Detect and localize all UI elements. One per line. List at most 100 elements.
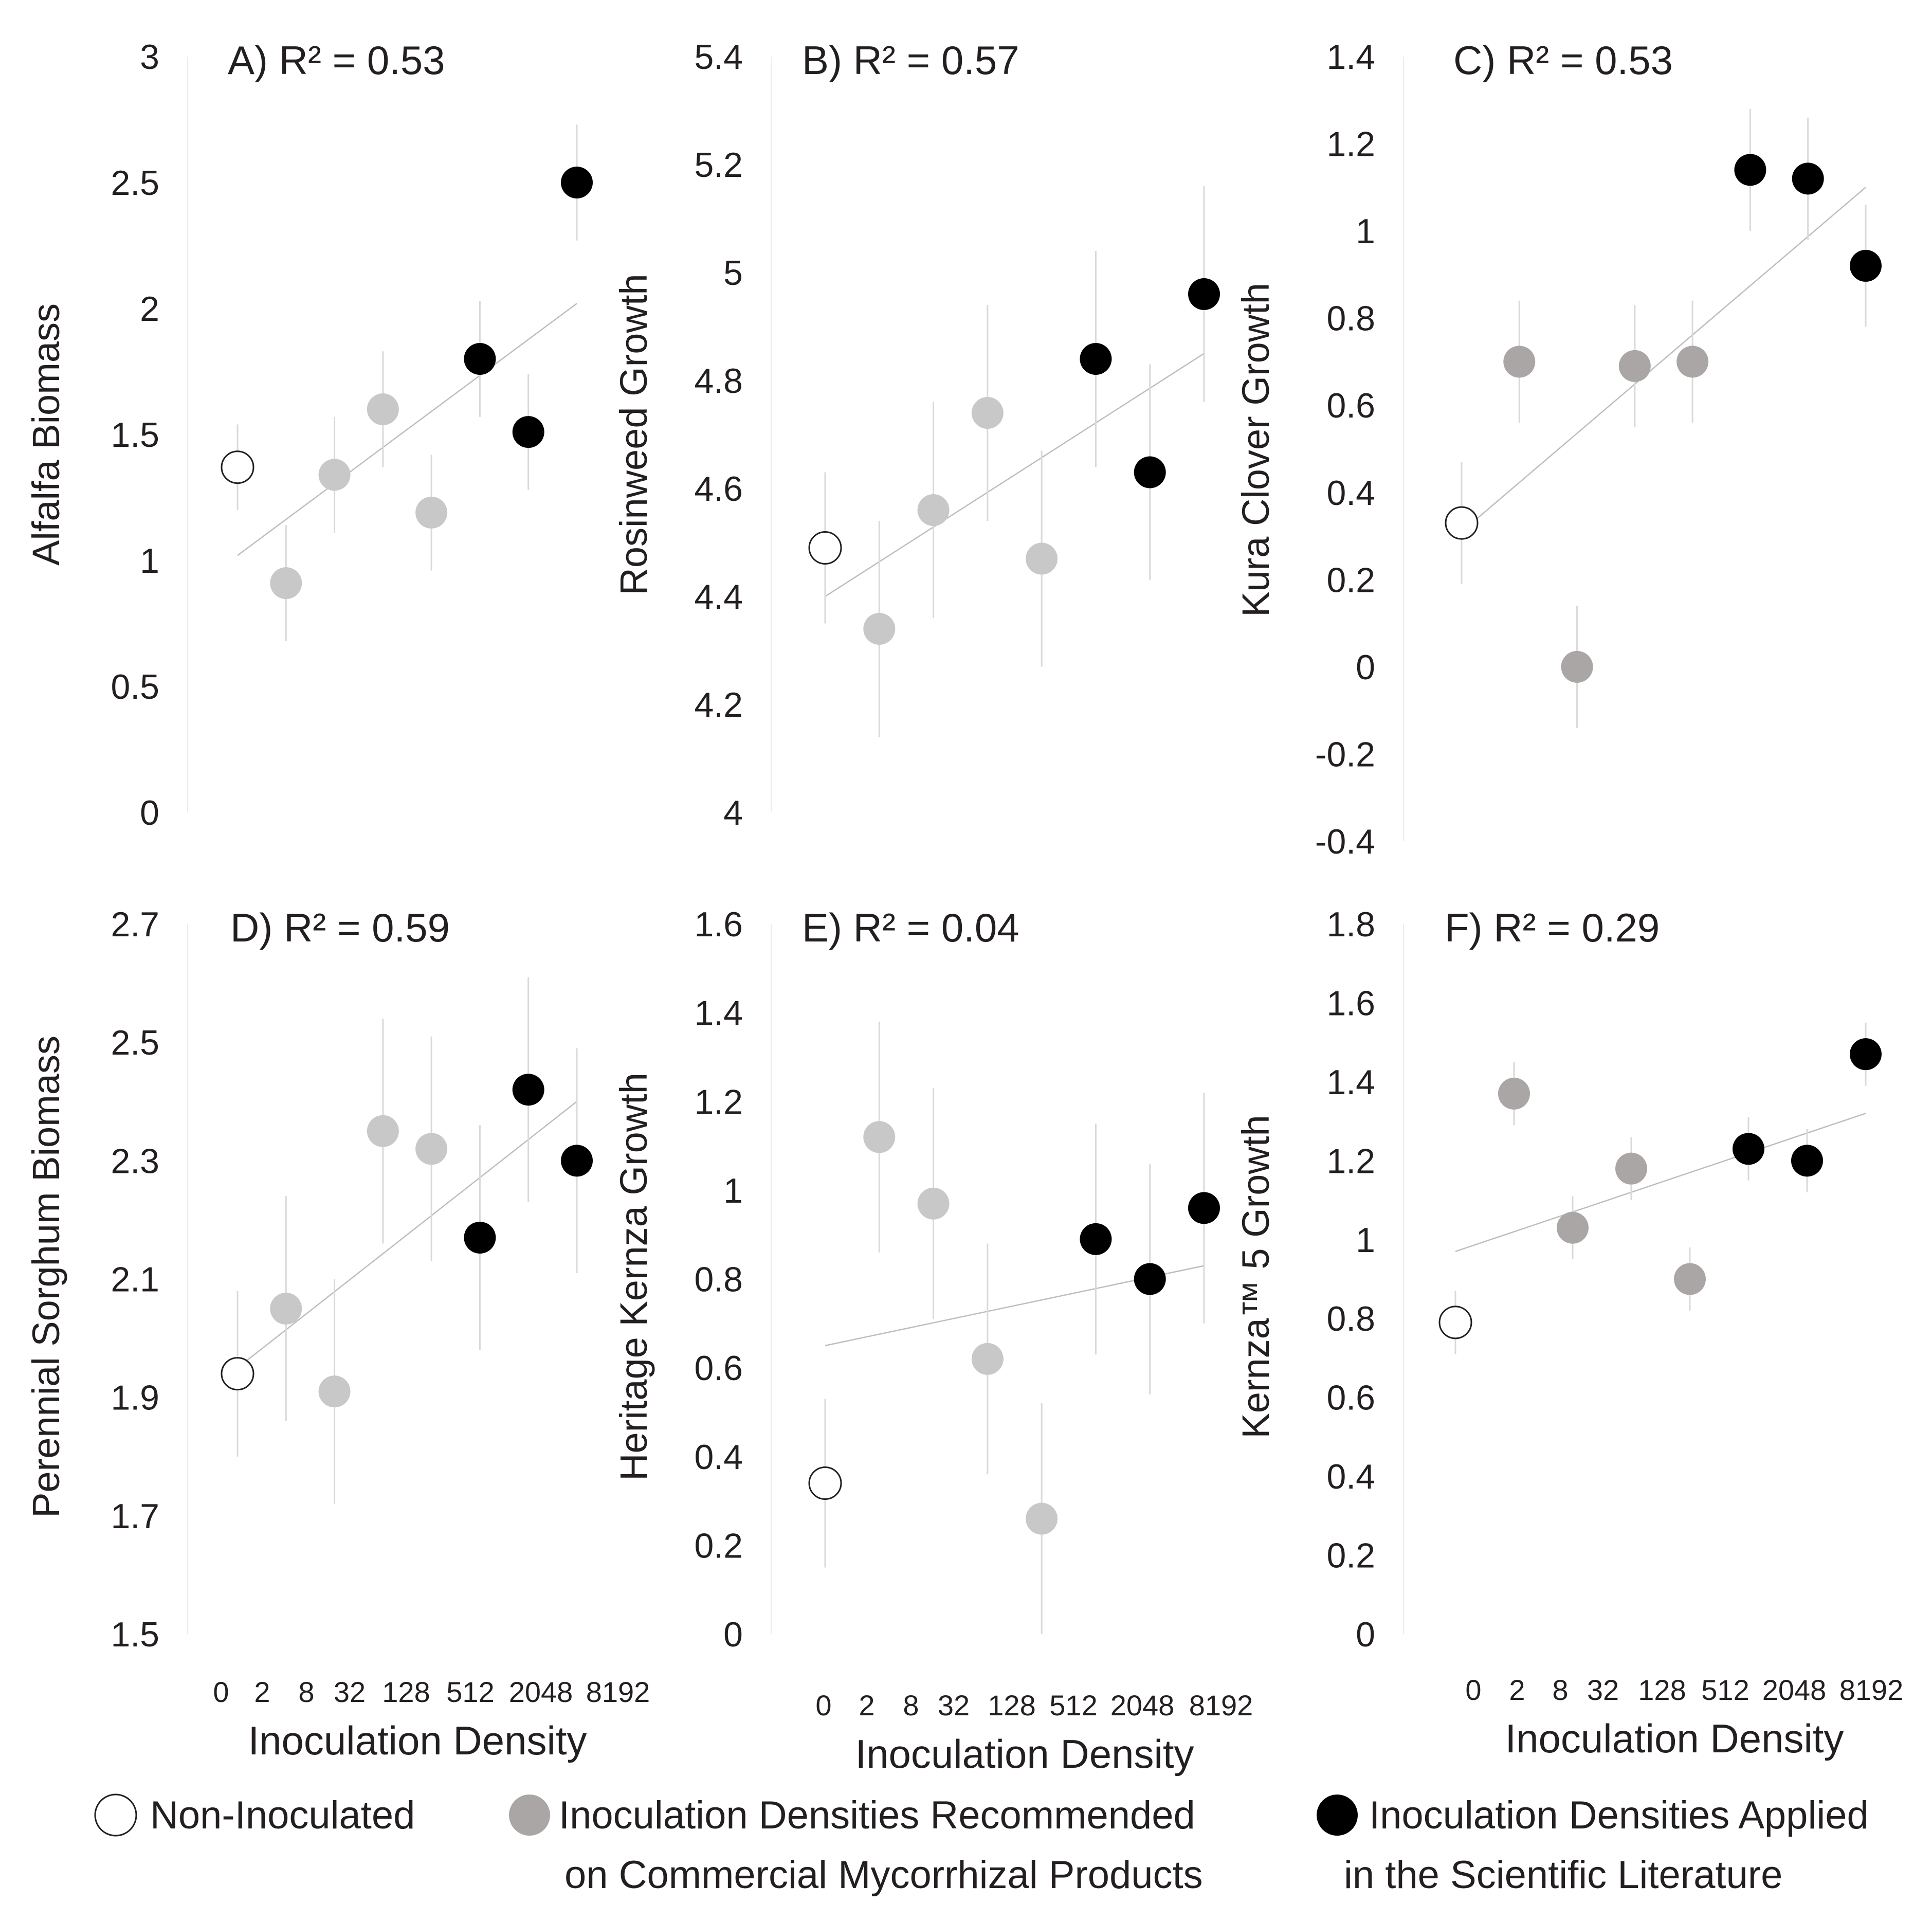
y-tick-label: 1.9 — [111, 1379, 159, 1418]
trendline — [1455, 1113, 1866, 1252]
legend-marker-sci — [1317, 1795, 1358, 1836]
data-point — [1557, 1211, 1589, 1244]
panel-e: 0 0.2 0.4 0.6 0.8 1 1.2 1.4 1.6 Heritage Kernza G… — [612, 905, 1220, 1654]
y-tick-label: 0.6 — [694, 1349, 743, 1388]
x-tick-label: 8 — [1552, 1674, 1568, 1706]
x-tick-label: 8192 — [586, 1676, 650, 1708]
x-tick-label: 8 — [298, 1676, 314, 1708]
panel-c: -0.4 -0.2 0 0.2 0.4 0.6 0.8 1 1.2 1.4 Kura Clover … — [1234, 38, 1903, 1761]
x-tick-label: 8192 — [1839, 1674, 1904, 1706]
y-tick-label: 0.5 — [111, 667, 159, 706]
data-point — [1734, 154, 1766, 186]
y-tick-label: 1.2 — [694, 1082, 743, 1121]
data-point — [1850, 249, 1882, 282]
data-point — [1498, 1077, 1530, 1110]
legend-label-com-line2: on Commercial Mycorrhizal Products — [564, 1853, 1203, 1897]
y-axis-label: Alfalfa Biomass — [25, 303, 67, 566]
y-tick-label: 1.5 — [111, 1615, 159, 1654]
data-point — [917, 1187, 950, 1220]
y-tick-label: 0.2 — [1326, 560, 1375, 600]
panel-title: D) R² = 0.59 — [230, 905, 450, 950]
legend-marker-com — [509, 1795, 550, 1836]
x-tick-label: 128 — [382, 1676, 430, 1708]
y-tick-label: 1.8 — [1326, 905, 1375, 944]
panel-d: 1.5 1.7 1.9 2.1 2.3 2.5 2.7 Perennial Sorghum B… — [25, 905, 593, 1654]
panel-title: E) R² = 0.04 — [802, 905, 1019, 950]
y-axis-label: Perennial Sorghum Biomass — [25, 1036, 67, 1518]
data-point — [1561, 650, 1593, 683]
y-tick-label: 0.6 — [1326, 386, 1375, 425]
x-tick-label: 512 — [1049, 1689, 1097, 1721]
legend-label-non: Non-Inoculated — [150, 1793, 415, 1837]
data-point — [512, 1074, 544, 1106]
data-point — [1674, 1263, 1706, 1295]
data-point — [863, 613, 896, 645]
data-point — [1733, 1133, 1764, 1165]
y-tick-label: 1 — [1356, 212, 1375, 251]
x-axis-label: Inoculation Density — [855, 1731, 1194, 1777]
y-tick-label: 5 — [723, 253, 743, 293]
y-tick-label: -0.2 — [1315, 735, 1375, 774]
data-point — [1676, 346, 1709, 378]
legend-label-com: Inoculation Densities Recommended — [559, 1793, 1195, 1837]
panel-title: F) R² = 0.29 — [1445, 905, 1660, 950]
data-point — [561, 167, 593, 198]
y-tick-label: 3 — [140, 38, 159, 77]
trendline — [237, 303, 577, 556]
y-tick-label: 1.4 — [1326, 1063, 1375, 1102]
x-tick-label: 2048 — [509, 1676, 573, 1708]
y-tick-label: 0.4 — [1326, 1457, 1375, 1496]
data-point — [270, 1293, 302, 1325]
data-point — [1188, 278, 1220, 310]
x-axis-label: Inoculation Density — [248, 1718, 587, 1763]
data-point — [971, 397, 1004, 429]
data-point — [1080, 1223, 1112, 1255]
y-tick-label: 0.2 — [1326, 1536, 1375, 1575]
x-tick-label: 128 — [1638, 1674, 1686, 1706]
y-tick-label: 4 — [723, 793, 743, 832]
y-tick-label: 0 — [1356, 648, 1375, 687]
y-tick-label: 0.4 — [1326, 474, 1375, 513]
y-tick-label: 2.7 — [111, 905, 159, 944]
data-point — [1445, 506, 1479, 540]
x-tick-label: 2 — [254, 1676, 270, 1708]
y-axis-label: Rosinweed Growth — [612, 274, 655, 595]
data-point — [1438, 1306, 1472, 1339]
x-tick-label: 8 — [903, 1689, 919, 1721]
data-point — [863, 1121, 896, 1153]
data-point — [1792, 162, 1824, 195]
y-tick-label: 0 — [140, 793, 159, 832]
x-tick-label: 32 — [938, 1689, 970, 1721]
data-point — [971, 1343, 1004, 1375]
y-tick-label: 5.2 — [694, 146, 743, 185]
legend: Non-Inoculated Inoculation Densities Reco… — [94, 1793, 1869, 1897]
y-tick-label: 1.4 — [1326, 38, 1375, 77]
data-point — [318, 459, 351, 491]
y-tick-label: 2.5 — [111, 164, 159, 203]
y-axis-label: Heritage Kernza Growth — [612, 1073, 655, 1481]
y-tick-label: 4.2 — [694, 685, 743, 724]
y-tick-label: 0.8 — [1326, 1299, 1375, 1338]
x-tick-label: 2 — [1509, 1674, 1525, 1706]
y-tick-label: 2.1 — [111, 1260, 159, 1299]
data-point — [1503, 346, 1536, 378]
data-point — [1188, 1192, 1220, 1224]
data-point — [1791, 1145, 1823, 1177]
data-point — [808, 1466, 842, 1500]
x-tick-label: 8192 — [1189, 1689, 1253, 1721]
panel-f: 0 0.2 0.4 0.6 0.8 1 1.2 1.4 1.6 1.8 Kernza™ 5 Grow… — [1234, 905, 1882, 1654]
x-tick-label: 32 — [1587, 1674, 1619, 1706]
y-axis-label: Kernza™ 5 Growth — [1234, 1115, 1277, 1438]
data-point — [1615, 1152, 1647, 1185]
x-tick-label: 2048 — [1110, 1689, 1175, 1721]
y-tick-label: 1.2 — [1326, 125, 1375, 164]
data-point — [221, 1357, 254, 1391]
y-tick-label: 5.4 — [694, 38, 743, 77]
data-point — [464, 1221, 496, 1254]
y-tick-label: 1.4 — [694, 994, 743, 1033]
x-tick-label: 2048 — [1762, 1674, 1827, 1706]
y-tick-label: 4.8 — [694, 361, 743, 401]
y-tick-label: 1.6 — [694, 905, 743, 944]
y-tick-label: 1.6 — [1326, 984, 1375, 1023]
